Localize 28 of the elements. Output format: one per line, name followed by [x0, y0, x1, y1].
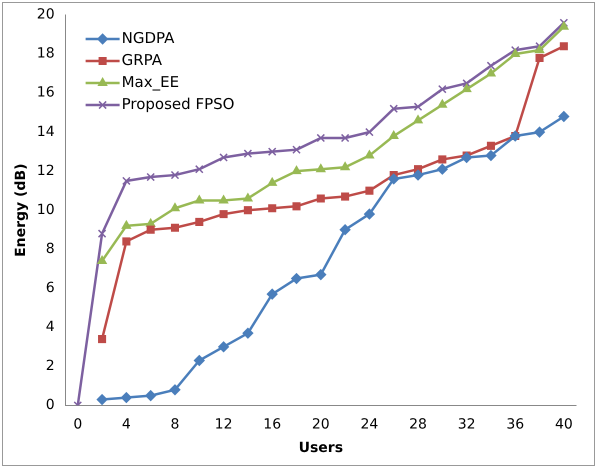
y-tick-label: 18: [36, 46, 55, 62]
x-tick-label: 36: [506, 416, 524, 432]
y-tick-label: 2: [46, 358, 55, 374]
x-tick-label: 28: [409, 416, 427, 432]
x-tick-label: 40: [554, 416, 573, 432]
y-tick-label: 4: [46, 318, 55, 335]
y-tick-label: 10: [36, 202, 55, 218]
y-tick-label: 20: [36, 6, 55, 23]
y-tick-label: 16: [36, 84, 55, 101]
y-axis-title: Energy (dB): [13, 163, 30, 257]
y-tick-label: 14: [36, 124, 55, 140]
x-tick-label: 32: [458, 416, 476, 432]
legend-label: GRPA: [122, 50, 163, 69]
legend-label: Proposed FPSO: [122, 94, 234, 113]
x-tick-label: 16: [263, 416, 282, 432]
x-tick-label: 12: [214, 416, 233, 432]
x-tick-label: 8: [170, 416, 180, 432]
x-tick-label: 20: [312, 416, 330, 432]
legend-label: Max_EE: [122, 72, 180, 91]
x-tick-label: 4: [122, 416, 131, 432]
x-tick-label: 0: [73, 416, 82, 432]
x-axis-title: Users: [298, 440, 344, 456]
y-tick-label: 8: [46, 240, 55, 257]
legend-label: NGDPA: [122, 28, 176, 47]
x-tick-label: 24: [360, 416, 378, 432]
y-tick-label: 0: [46, 397, 55, 414]
y-tick-label: 12: [36, 162, 55, 179]
y-tick-label: 6: [46, 280, 55, 296]
